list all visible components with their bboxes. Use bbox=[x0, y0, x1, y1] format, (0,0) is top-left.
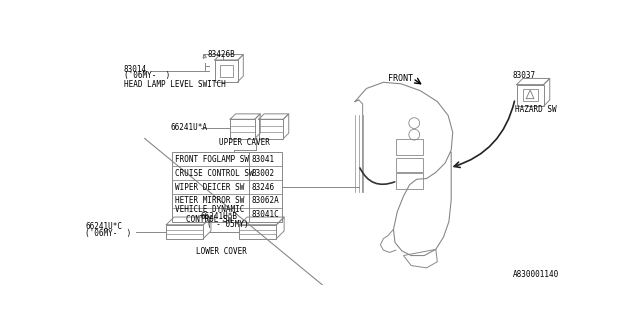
Bar bbox=[172, 152, 282, 222]
Bar bbox=[220, 65, 233, 77]
Text: ('06MY-  ): ('06MY- ) bbox=[124, 71, 170, 80]
Bar bbox=[215, 60, 238, 82]
Text: FRONT: FRONT bbox=[388, 74, 413, 83]
Text: HETER MIRROR SW: HETER MIRROR SW bbox=[175, 196, 244, 205]
Text: ( -'05MY): ( -'05MY) bbox=[207, 220, 249, 229]
Text: 83002: 83002 bbox=[252, 169, 275, 178]
Text: HAZARD SW: HAZARD SW bbox=[515, 105, 557, 114]
Text: LOWER COVER: LOWER COVER bbox=[196, 247, 246, 256]
Text: 66241U*A: 66241U*A bbox=[170, 123, 207, 132]
Text: 83426B: 83426B bbox=[208, 50, 236, 59]
Text: 83014: 83014 bbox=[124, 66, 147, 75]
Text: WIPER DEICER SW: WIPER DEICER SW bbox=[175, 182, 244, 191]
Bar bbox=[396, 173, 422, 188]
Bar bbox=[230, 119, 255, 139]
Text: ('06MY-  ): ('06MY- ) bbox=[86, 229, 132, 238]
Text: VEHICLE DYNAMIC
CONTROL SW: VEHICLE DYNAMIC CONTROL SW bbox=[175, 205, 244, 224]
Bar bbox=[516, 84, 543, 106]
Text: 83037: 83037 bbox=[513, 71, 536, 80]
Text: CRUISE CONTROL SW: CRUISE CONTROL SW bbox=[175, 169, 253, 178]
Bar bbox=[396, 158, 422, 172]
Bar bbox=[239, 225, 276, 239]
Text: 83062A: 83062A bbox=[252, 196, 280, 205]
Bar bbox=[259, 119, 284, 139]
Text: 83246: 83246 bbox=[252, 182, 275, 191]
Text: 66241U*C: 66241U*C bbox=[86, 221, 122, 231]
Text: 83041: 83041 bbox=[252, 155, 275, 164]
Text: 83041C: 83041C bbox=[252, 210, 280, 219]
Text: 66241U*B: 66241U*B bbox=[201, 212, 238, 220]
Text: A830001140: A830001140 bbox=[513, 270, 559, 279]
Text: UPPER CAVER: UPPER CAVER bbox=[219, 138, 269, 147]
Text: HEAD LAMP LEVEL SWITCH: HEAD LAMP LEVEL SWITCH bbox=[124, 80, 226, 89]
Bar bbox=[396, 139, 422, 156]
Bar bbox=[166, 225, 204, 239]
Bar bbox=[523, 90, 538, 101]
Text: FRONT FOGLAMP SW: FRONT FOGLAMP SW bbox=[175, 155, 249, 164]
